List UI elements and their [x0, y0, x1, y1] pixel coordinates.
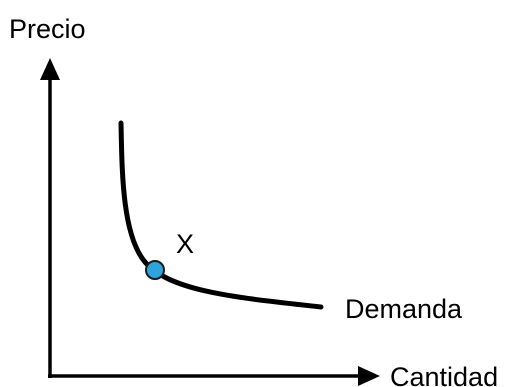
y-axis-label: Precio: [9, 14, 86, 44]
demand-curve: [118, 120, 324, 310]
y-axis-arrowhead: [40, 58, 60, 80]
x-axis-arrowhead: [358, 366, 380, 386]
x-axis-label: Cantidad: [390, 362, 498, 387]
point-x-label: X: [176, 229, 194, 259]
demand-curve-label: Demanda: [345, 294, 463, 324]
point-x-marker: [145, 260, 165, 280]
